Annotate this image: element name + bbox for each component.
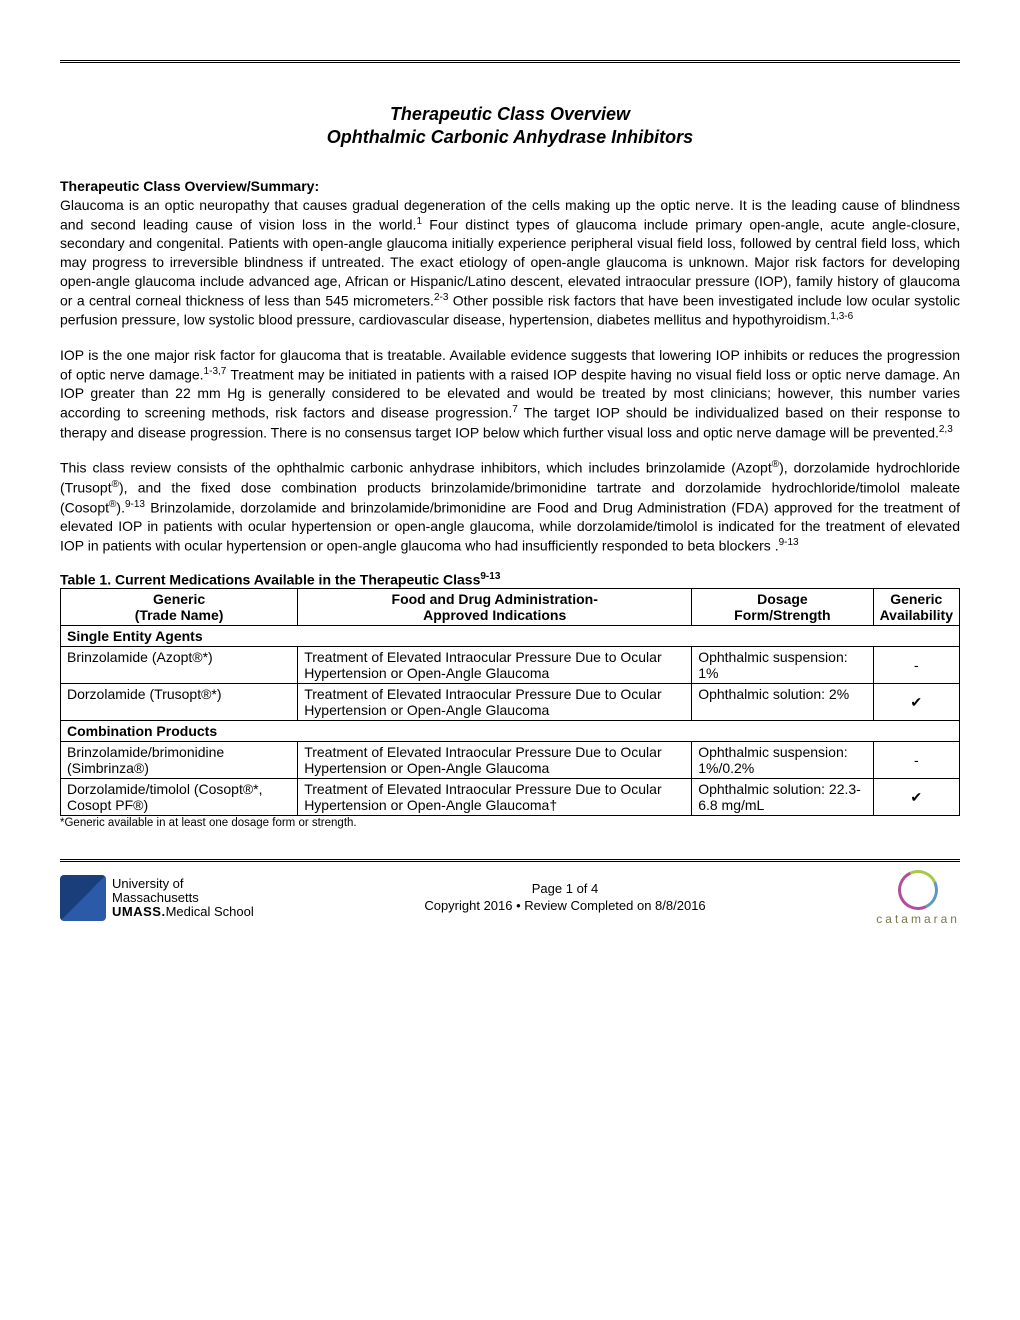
th-ind-b: Approved Indications <box>423 607 566 623</box>
row3-dose: Ophthalmic suspension: 1%/0.2% <box>692 742 873 779</box>
paragraph-1: Glaucoma is an optic neuropathy that cau… <box>60 196 960 330</box>
row1-dose: Ophthalmic suspension: 1% <box>692 647 873 684</box>
header-rule <box>60 60 960 63</box>
table-row: Brinzolamide/brimonidine (Simbrinza®) Tr… <box>61 742 960 779</box>
p3-text-e: Brinzolamide, dorzolamide and brinzolami… <box>60 499 960 553</box>
table-row: Dorzolamide/timolol (Cosopt®*, Cosopt PF… <box>61 779 960 816</box>
footer-center: Page 1 of 4 Copyright 2016 • Review Comp… <box>424 881 705 915</box>
p3-reg-2: ® <box>112 479 119 490</box>
umass-logo-mark <box>60 875 106 921</box>
row2-ind: Treatment of Elevated Intraocular Pressu… <box>298 684 692 721</box>
row4-dose: Ophthalmic solution: 22.3-6.8 mg/mL <box>692 779 873 816</box>
p3-ref-2: 9-13 <box>779 537 799 548</box>
umass-line2: Massachusetts <box>112 890 199 905</box>
title-line-2: Ophthalmic Carbonic Anhydrase Inhibitors <box>327 127 693 147</box>
catamaran-swirl-icon <box>892 865 943 916</box>
row4-name: Dorzolamide/timolol (Cosopt®*, Cosopt PF… <box>61 779 298 816</box>
p1-ref-3: 1,3-6 <box>830 311 853 322</box>
p3-text-a: This class review consists of the ophtha… <box>60 460 772 476</box>
th-avail-a: Generic <box>890 591 942 607</box>
umass-line1: University of <box>112 876 184 891</box>
th-generic-a: Generic <box>153 591 205 607</box>
p3-reg-1: ® <box>772 459 779 470</box>
medications-table: Generic(Trade Name) Food and Drug Admini… <box>60 588 960 816</box>
title-line-1: Therapeutic Class Overview <box>390 104 630 124</box>
page-footer: University of Massachusetts UMASS.Medica… <box>60 870 960 926</box>
th-dose-b: Form/Strength <box>734 607 830 623</box>
table-subhead-single: Single Entity Agents <box>61 626 960 647</box>
table-subhead-combo: Combination Products <box>61 721 960 742</box>
table-row: Dorzolamide (Trusopt®*) Treatment of Ele… <box>61 684 960 721</box>
row1-avail: - <box>873 647 959 684</box>
p2-ref-3: 2,3 <box>939 424 953 435</box>
row2-dose: Ophthalmic solution: 2% <box>692 684 873 721</box>
page-number: Page 1 of 4 <box>532 881 599 896</box>
table-caption: Table 1. Current Medications Available i… <box>60 571 960 588</box>
table-caption-text: Table 1. Current Medications Available i… <box>60 572 480 588</box>
th-ind-a: Food and Drug Administration- <box>392 591 598 607</box>
p1-ref-2: 2-3 <box>434 292 448 303</box>
paragraph-3: This class review consists of the ophtha… <box>60 458 960 555</box>
th-generic-b: (Trade Name) <box>135 607 224 623</box>
th-dosage: DosageForm/Strength <box>692 589 873 626</box>
row3-avail: - <box>873 742 959 779</box>
umass-logo-text: University of Massachusetts UMASS.Medica… <box>112 877 254 920</box>
th-avail-b: Availability <box>880 607 953 623</box>
subhead-combo-text: Combination Products <box>61 721 960 742</box>
row1-name: Brinzolamide (Azopt®*) <box>61 647 298 684</box>
table-header-row: Generic(Trade Name) Food and Drug Admini… <box>61 589 960 626</box>
row4-ind: Treatment of Elevated Intraocular Pressu… <box>298 779 692 816</box>
paragraph-2: IOP is the one major risk factor for gla… <box>60 346 960 442</box>
th-generic: Generic(Trade Name) <box>61 589 298 626</box>
umass-line3: UMASS. <box>112 904 166 919</box>
document-title: Therapeutic Class Overview Ophthalmic Ca… <box>60 103 960 150</box>
summary-header: Therapeutic Class Overview/Summary: <box>60 178 960 194</box>
row4-avail: ✔ <box>873 779 959 816</box>
row2-name: Dorzolamide (Trusopt®*) <box>61 684 298 721</box>
footer-rule <box>60 859 960 862</box>
th-indications: Food and Drug Administration-Approved In… <box>298 589 692 626</box>
table-row: Brinzolamide (Azopt®*) Treatment of Elev… <box>61 647 960 684</box>
row2-avail: ✔ <box>873 684 959 721</box>
umass-logo: University of Massachusetts UMASS.Medica… <box>60 875 254 921</box>
catamaran-logo: catamaran <box>876 870 960 926</box>
table-caption-ref: 9-13 <box>480 571 500 582</box>
row1-ind: Treatment of Elevated Intraocular Pressu… <box>298 647 692 684</box>
row3-ind: Treatment of Elevated Intraocular Pressu… <box>298 742 692 779</box>
p3-ref-1: 9-13 <box>125 499 145 510</box>
table-footnote: *Generic available in at least one dosag… <box>60 817 960 829</box>
catamaran-text: catamaran <box>876 912 960 926</box>
p3-text-d: ). <box>116 499 125 515</box>
p2-ref-1: 1-3,7 <box>204 366 227 377</box>
th-availability: GenericAvailability <box>873 589 959 626</box>
umass-line4: Medical School <box>166 904 254 919</box>
row3-name: Brinzolamide/brimonidine (Simbrinza®) <box>61 742 298 779</box>
subhead-single-text: Single Entity Agents <box>61 626 960 647</box>
th-dose-a: Dosage <box>757 591 808 607</box>
copyright-text: Copyright 2016 • Review Completed on 8/8… <box>424 898 705 913</box>
